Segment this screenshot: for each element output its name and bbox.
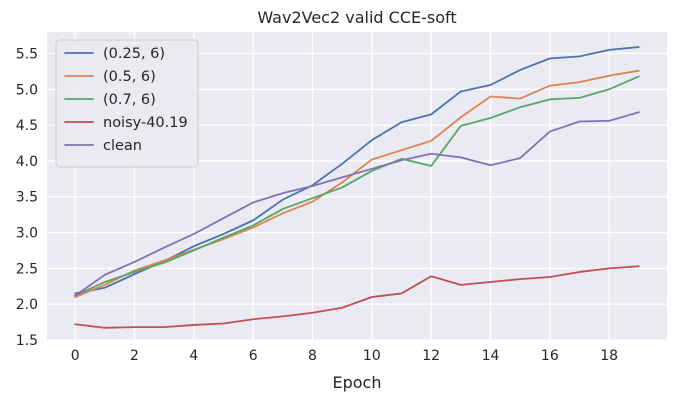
y-tick-label: 3.0 xyxy=(16,226,38,242)
x-tick-label: 12 xyxy=(422,348,440,364)
x-axis-label: Epoch xyxy=(333,373,382,392)
x-tick-label: 4 xyxy=(189,348,198,364)
y-tick-label: 4.0 xyxy=(16,154,38,170)
y-tick-label: 5.5 xyxy=(16,46,38,62)
legend: (0.25, 6) (0.5, 6) (0.7, 6) noisy-40.19 clea… xyxy=(55,39,199,168)
x-tick-label: 10 xyxy=(363,348,381,364)
tick-layer: 0 2 4 6 8 10 12 14 16 18 1.5 2.0 2.5 3.0 3.5 4.0 4.5 5.0 5… xyxy=(16,46,618,364)
y-tick-label: 4.5 xyxy=(16,118,38,134)
legend-label-2: (0.7, 6) xyxy=(103,92,156,108)
chart-title: Wav2Vec2 valid CCE-soft xyxy=(257,8,456,27)
y-tick-label: 2.5 xyxy=(16,261,38,277)
series-layer xyxy=(74,46,640,329)
legend-label-1: (0.5, 6) xyxy=(103,69,156,85)
x-tick-label: 8 xyxy=(308,348,317,364)
series-line-4 xyxy=(74,111,640,297)
legend-label-4: clean xyxy=(103,138,142,154)
x-tick-label: 16 xyxy=(541,348,559,364)
series-line-1 xyxy=(74,69,640,298)
legend-box xyxy=(55,39,199,168)
series-line-3 xyxy=(74,265,640,329)
legend-label-0: (0.25, 6) xyxy=(103,46,165,62)
series-line-2 xyxy=(74,75,640,297)
x-tick-label: 14 xyxy=(482,348,500,364)
y-tick-label: 3.5 xyxy=(16,190,38,206)
x-tick-label: 18 xyxy=(600,348,618,364)
y-tick-label: 5.0 xyxy=(16,82,38,98)
legend-label-3: noisy-40.19 xyxy=(103,115,188,131)
y-tick-label: 2.0 xyxy=(16,297,38,313)
y-tick-label: 1.5 xyxy=(16,333,38,349)
grid-layer xyxy=(47,32,667,341)
x-tick-label: 0 xyxy=(71,348,80,364)
x-tick-label: 6 xyxy=(249,348,258,364)
x-tick-label: 2 xyxy=(130,348,139,364)
